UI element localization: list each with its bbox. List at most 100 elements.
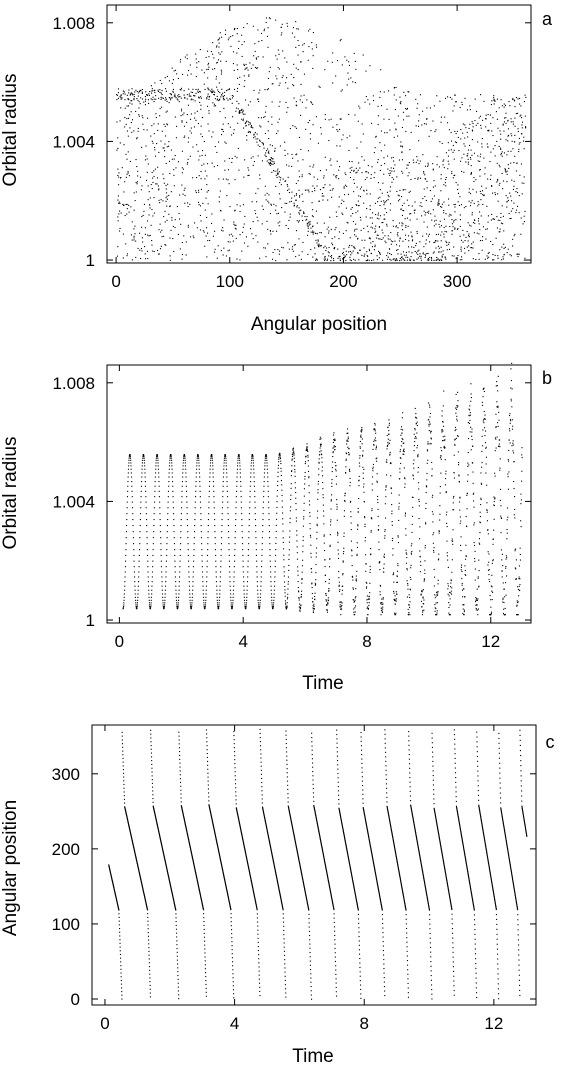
data-point xyxy=(174,95,176,97)
data-point xyxy=(349,501,351,503)
data-point xyxy=(281,506,283,508)
data-point xyxy=(366,171,368,173)
data-point xyxy=(148,191,150,193)
data-point xyxy=(261,160,263,162)
data-point xyxy=(474,568,476,570)
data-point xyxy=(202,571,204,573)
data-point xyxy=(151,571,153,573)
data-point xyxy=(217,165,219,167)
data-point xyxy=(352,221,354,223)
data-point xyxy=(370,252,372,254)
data-point xyxy=(267,46,269,48)
data-point xyxy=(190,99,192,101)
data-point xyxy=(317,178,319,180)
data-point xyxy=(278,212,280,214)
data-point xyxy=(255,554,257,556)
data-point xyxy=(427,259,429,261)
data-point xyxy=(350,500,352,502)
data-point xyxy=(473,177,475,179)
data-point xyxy=(433,551,435,553)
data-point xyxy=(227,99,229,101)
data-point xyxy=(242,118,244,120)
data-point xyxy=(475,609,477,611)
data-point xyxy=(400,434,402,436)
data-point xyxy=(191,606,193,608)
data-point xyxy=(353,608,355,610)
data-point xyxy=(208,501,210,503)
data-point xyxy=(200,537,202,539)
data-point xyxy=(362,472,364,474)
data-point xyxy=(294,475,296,477)
data-point xyxy=(482,396,484,398)
data-point xyxy=(446,526,448,528)
data-point xyxy=(470,383,472,385)
data-point xyxy=(338,571,340,573)
data-point xyxy=(197,91,199,93)
data-point xyxy=(310,101,312,103)
data-point xyxy=(330,118,332,120)
data-point xyxy=(369,582,371,584)
data-point xyxy=(391,540,393,542)
data-point xyxy=(449,591,451,593)
data-point xyxy=(396,575,398,577)
data-point xyxy=(259,178,261,180)
data-point xyxy=(397,536,399,538)
data-point xyxy=(195,476,197,478)
data-point xyxy=(278,458,280,460)
data-point xyxy=(205,602,207,604)
data-point xyxy=(206,191,208,193)
data-point xyxy=(249,490,251,492)
data-point xyxy=(497,193,499,195)
data-point xyxy=(207,163,209,165)
data-point xyxy=(460,160,462,162)
data-point xyxy=(173,174,175,176)
data-point xyxy=(227,89,229,91)
data-point xyxy=(511,179,513,181)
data-point xyxy=(319,436,321,438)
data-point xyxy=(131,88,133,90)
data-point xyxy=(440,251,442,253)
data-point xyxy=(362,133,364,135)
data-point xyxy=(251,233,253,235)
data-point xyxy=(289,517,291,519)
data-point xyxy=(402,189,404,191)
data-point xyxy=(394,260,396,262)
data-point xyxy=(236,476,238,478)
data-point xyxy=(275,530,277,532)
data-point xyxy=(271,101,273,103)
data-point xyxy=(515,568,517,570)
data-point xyxy=(212,68,214,70)
data-point xyxy=(383,563,385,565)
data-point xyxy=(494,145,496,147)
data-point xyxy=(290,73,292,75)
data-point xyxy=(164,604,166,606)
data-point xyxy=(184,56,186,58)
data-point xyxy=(253,472,255,474)
data-point xyxy=(141,250,143,252)
data-point xyxy=(221,507,223,509)
data-point xyxy=(136,138,138,140)
data-point xyxy=(249,62,251,64)
data-point xyxy=(269,560,271,562)
data-point xyxy=(177,607,179,609)
data-point xyxy=(165,585,167,587)
data-point xyxy=(379,169,381,171)
data-point xyxy=(169,459,171,461)
data-point xyxy=(298,597,300,599)
data-point xyxy=(184,465,186,467)
data-point xyxy=(416,421,418,423)
data-point xyxy=(206,175,208,177)
data-point xyxy=(367,231,369,233)
data-point xyxy=(228,537,230,539)
data-point xyxy=(512,121,514,123)
data-point xyxy=(401,145,403,147)
data-point xyxy=(467,158,469,160)
data-point xyxy=(248,174,250,176)
data-point xyxy=(473,180,475,182)
data-point xyxy=(187,226,189,228)
data-point xyxy=(403,453,405,455)
data-point xyxy=(423,188,425,190)
data-point xyxy=(256,566,258,568)
data-point xyxy=(391,504,393,506)
data-point xyxy=(407,91,409,93)
